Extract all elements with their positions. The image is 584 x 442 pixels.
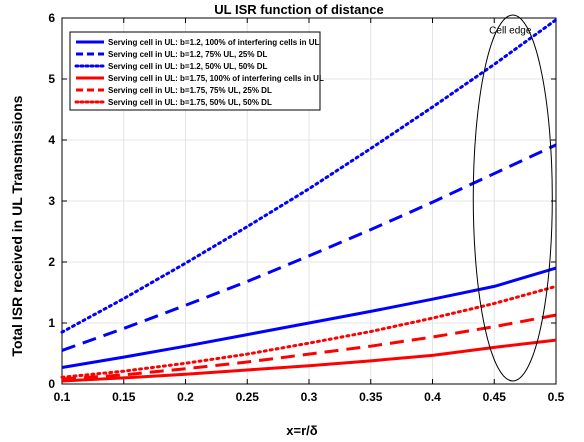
legend-label-4: Serving cell in UL: b=1.75, 100% of inte…: [108, 74, 324, 83]
x-tick-label: 0.4: [424, 390, 441, 404]
legend-layer: Serving cell in UL: b=1.2, 100% of inter…: [69, 31, 324, 111]
y-tick-label: 4: [48, 133, 55, 147]
series-line-1: [61, 266, 557, 370]
legend-label-3: Serving cell in UL: b=1.2, 50% UL, 50% D…: [108, 62, 267, 71]
y-tick-label: 1: [48, 316, 55, 330]
cell-edge-label: Cell edge: [489, 25, 532, 36]
x-tick-label: 0.3: [301, 390, 318, 404]
cell-edge-ellipse: [472, 14, 553, 382]
x-tick-label: 0.15: [112, 390, 136, 404]
annotation-layer: Cell edge: [472, 14, 553, 382]
series-line-5: [61, 313, 557, 381]
y-axis-label: Total ISR received in UL Transmissions: [9, 95, 25, 356]
x-tick-label: 0.25: [236, 390, 260, 404]
legend-box: [69, 31, 321, 111]
chart-title: UL ISR function of distance: [214, 2, 384, 17]
x-tick-label: 0.1: [54, 390, 71, 404]
series-line-4: [61, 338, 557, 383]
y-tick-label: 2: [48, 255, 55, 269]
y-tick-label: 3: [48, 194, 55, 208]
x-tick-label: 0.5: [548, 390, 565, 404]
legend-label-1: Serving cell in UL: b=1.2, 100% of inter…: [108, 38, 320, 47]
x-tick-label: 0.35: [359, 390, 383, 404]
legend-label-6: Serving cell in UL: b=1.75, 50% UL, 50% …: [108, 98, 272, 107]
x-tick-label: 0.2: [177, 390, 194, 404]
y-tick-label: 5: [48, 72, 55, 86]
legend-label-2: Serving cell in UL: b=1.2, 75% UL, 25% D…: [108, 50, 267, 59]
series-line-6: [60, 284, 558, 379]
y-tick-label: 6: [48, 11, 55, 25]
x-tick-label: 0.45: [483, 390, 507, 404]
y-tick-label: 0: [48, 377, 55, 391]
legend-label-5: Serving cell in UL: b=1.75, 75% UL, 25% …: [108, 86, 272, 95]
x-axis-label: x=r/δ: [286, 423, 317, 438]
